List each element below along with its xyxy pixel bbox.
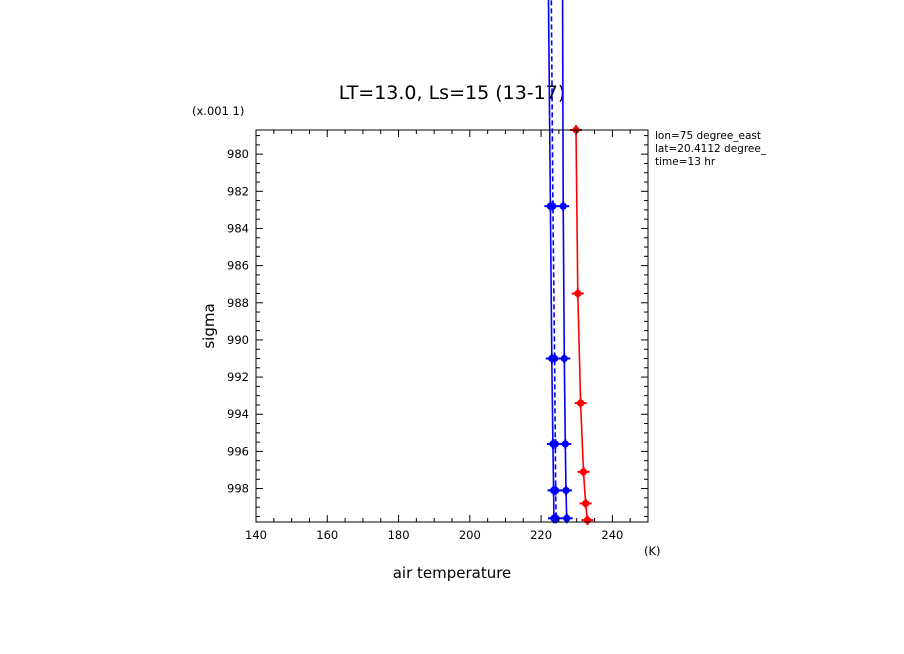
y-scale-note: (x.001 1) bbox=[192, 104, 244, 118]
data-point bbox=[571, 288, 584, 299]
y-tick-label: 990 bbox=[227, 333, 249, 347]
axis-ticks: 140 160 180 200 220 240 980 982 984 986 988 990 992 9… bbox=[227, 130, 649, 542]
x-tick-label: 140 bbox=[245, 528, 267, 542]
data-point bbox=[577, 466, 590, 477]
x-tick-label: 160 bbox=[316, 528, 338, 542]
y-tick-label: 984 bbox=[227, 221, 249, 235]
y-tick-label: 994 bbox=[227, 407, 249, 421]
data-point bbox=[544, 201, 557, 212]
series-line-0 bbox=[575, 129, 589, 521]
y-tick-label: 986 bbox=[227, 259, 249, 273]
data-point bbox=[581, 515, 594, 526]
x-axis-label: air temperature bbox=[393, 564, 512, 582]
y-tick-label: 988 bbox=[227, 296, 249, 310]
data-point bbox=[560, 485, 573, 496]
data-point bbox=[545, 353, 558, 364]
annotation-time: time=13 hr bbox=[655, 156, 716, 168]
annotation-lon: lon=75 degree_east bbox=[655, 130, 761, 142]
x-tick-label: 200 bbox=[459, 528, 481, 542]
data-point bbox=[546, 438, 559, 449]
y-axis-label: sigma bbox=[200, 303, 218, 348]
plot-frame bbox=[255, 129, 649, 523]
annotation-lat: lat=20.4112 degree_ bbox=[655, 143, 767, 155]
plot-marks bbox=[544, 0, 594, 526]
x-unit-label: (K) bbox=[644, 544, 661, 558]
data-point bbox=[547, 485, 560, 496]
y-tick-label: 992 bbox=[227, 370, 249, 384]
x-tick-label: 180 bbox=[388, 528, 410, 542]
x-tick-label: 240 bbox=[601, 528, 623, 542]
chart-title: LT=13.0, Ls=15 (13-17) bbox=[339, 82, 566, 104]
y-tick-label: 982 bbox=[227, 184, 249, 198]
series-line-2 bbox=[550, 0, 557, 519]
x-tick-label: 220 bbox=[530, 528, 552, 542]
data-point bbox=[557, 201, 570, 212]
y-tick-label: 980 bbox=[227, 147, 249, 161]
y-tick-label: 996 bbox=[227, 444, 249, 458]
y-tick-label: 998 bbox=[227, 482, 249, 496]
data-point bbox=[579, 498, 592, 509]
data-point bbox=[574, 398, 587, 409]
